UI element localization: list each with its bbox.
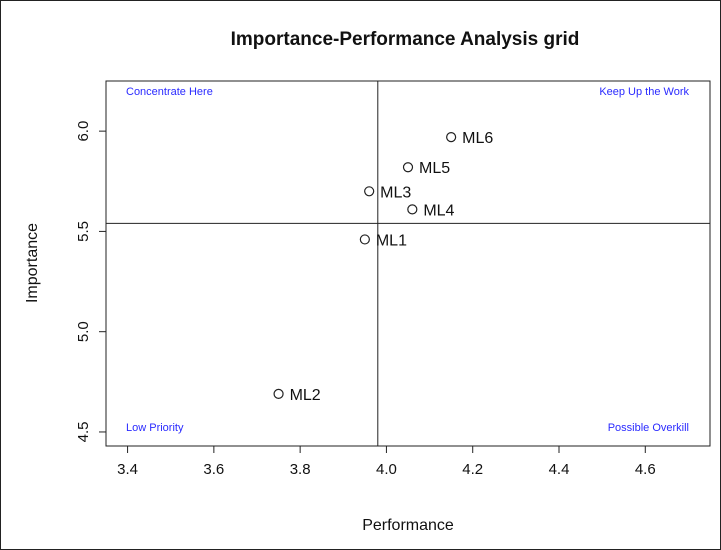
quadrant-label-top-right: Keep Up the Work — [599, 86, 689, 98]
quadrant-label-top-left: Concentrate Here — [126, 86, 213, 98]
x-axis-title: Performance — [362, 517, 454, 534]
scatter-points: ML1 ML2 ML3 ML4 ML5 ML6 — [273, 130, 493, 404]
point-marker-ml5 — [402, 162, 414, 173]
point-marker-ml2 — [273, 388, 284, 399]
x-tick-label: 4.2 — [462, 461, 483, 478]
y-tick-label: 6.0 — [75, 121, 92, 142]
quadrant-label-bottom-left: Low Priority — [126, 422, 184, 434]
chart-title: Importance-Performance Analysis grid — [231, 29, 580, 50]
point-marker-ml6 — [446, 132, 457, 143]
y-tick-label: 4.5 — [75, 422, 92, 443]
x-tick-label: 4.6 — [635, 461, 656, 478]
point-label-ml3: ML3 — [380, 184, 411, 201]
x-axis: 3.4 3.6 3.8 4.0 4.2 4.4 4.6 — [117, 446, 656, 478]
point-marker-ml3 — [364, 186, 375, 197]
point-marker-ml4 — [407, 204, 418, 215]
point-label-ml1: ML1 — [376, 232, 407, 249]
x-tick-label: 3.8 — [290, 461, 311, 478]
x-tick-label: 3.6 — [203, 461, 224, 478]
point-label-ml2: ML2 — [290, 387, 321, 404]
y-axis-title: Importance — [24, 223, 41, 303]
y-tick-label: 5.0 — [75, 321, 92, 342]
point-label-ml6: ML6 — [462, 130, 493, 147]
x-tick-label: 3.4 — [117, 461, 138, 478]
plot-area — [105, 80, 711, 447]
x-tick-label: 4.0 — [376, 461, 397, 478]
y-axis: 4.5 5.0 5.5 6.0 — [75, 121, 106, 443]
y-tick-label: 5.5 — [75, 221, 92, 242]
quadrant-label-bottom-right: Possible Overkill — [608, 422, 689, 434]
point-marker-ml1 — [359, 234, 370, 245]
point-label-ml4: ML4 — [423, 202, 454, 219]
point-label-ml5: ML5 — [419, 160, 450, 177]
x-tick-label: 4.4 — [549, 461, 570, 478]
